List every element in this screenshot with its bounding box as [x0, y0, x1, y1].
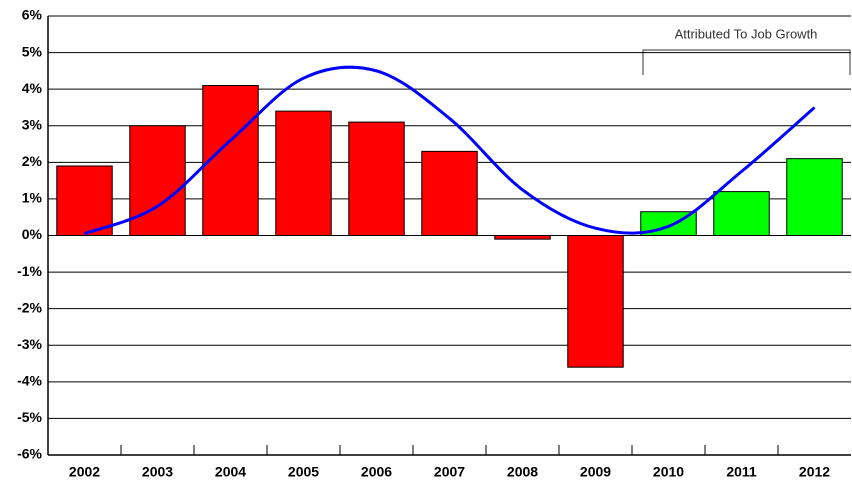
x-tick-label: 2010	[653, 464, 684, 480]
x-tick-label: 2007	[434, 464, 465, 480]
x-tick-label: 2004	[215, 464, 246, 480]
bar	[348, 121, 405, 236]
y-tick-label: 0%	[22, 226, 43, 242]
bar	[494, 235, 551, 240]
bar	[202, 85, 259, 236]
bar	[275, 110, 332, 236]
bar	[713, 191, 770, 237]
x-tick-label: 2002	[69, 464, 100, 480]
x-tick-label: 2009	[580, 464, 611, 480]
y-tick-label: -1%	[17, 263, 42, 279]
bar	[129, 125, 186, 236]
y-tick-label: 1%	[22, 190, 43, 206]
y-tick-label: -6%	[17, 446, 42, 462]
bar	[567, 235, 624, 368]
y-tick-label: 5%	[22, 43, 43, 59]
x-tick-label: 2012	[799, 464, 830, 480]
x-tick-label: 2005	[288, 464, 319, 480]
y-tick-label: 4%	[22, 80, 43, 96]
annotation: Attributed To Job Growth	[675, 26, 818, 41]
x-tick-label: 2008	[507, 464, 538, 480]
bar	[786, 158, 843, 236]
bar	[421, 150, 478, 237]
trend-line	[83, 65, 816, 236]
y-tick-label: -3%	[17, 336, 42, 352]
y-tick-label: -2%	[17, 299, 42, 315]
x-tick-label: 2006	[361, 464, 392, 480]
y-tick-label: -4%	[17, 373, 42, 389]
y-tick-label: 3%	[22, 116, 43, 132]
y-tick-label: 2%	[22, 153, 43, 169]
x-tick-label: 2011	[726, 464, 757, 480]
y-tick-label: -5%	[17, 409, 42, 425]
x-tick-label: 2003	[142, 464, 173, 480]
y-tick-label: 6%	[22, 7, 43, 23]
bar	[56, 165, 113, 236]
annotation-bracket	[642, 49, 851, 75]
